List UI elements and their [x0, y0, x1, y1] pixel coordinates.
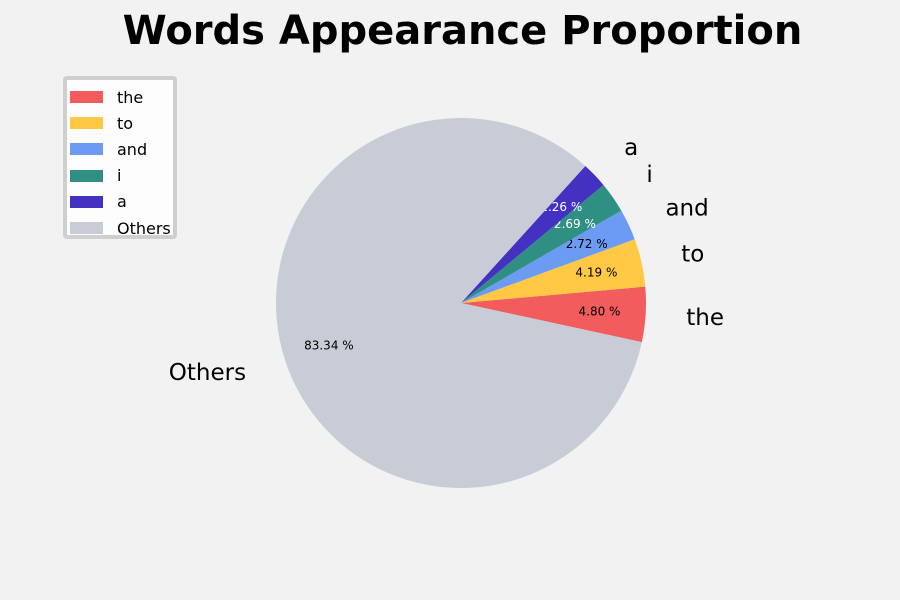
- pie-slice-a: [461, 166, 604, 303]
- category-label-a: a: [624, 135, 638, 161]
- legend-swatch-and: [70, 143, 103, 156]
- legend-item-the: the: [70, 84, 173, 110]
- pie-slice-and: [461, 210, 635, 303]
- legend-label-others: Others: [117, 218, 171, 238]
- chart-title: Words Appearance Proportion: [122, 8, 803, 54]
- pie-slice-to: [461, 239, 646, 303]
- pie-slice-others: [276, 118, 642, 489]
- legend: the to and i a Others: [63, 76, 177, 239]
- legend-item-to: to: [70, 110, 173, 136]
- legend-label-and: and: [117, 139, 148, 159]
- legend-label-to: to: [117, 113, 134, 133]
- legend-item-a: a: [70, 189, 173, 215]
- category-label-i: i: [646, 162, 652, 188]
- legend-item-others: Others: [70, 215, 173, 241]
- percent-label-the: 4.80 %: [579, 305, 621, 319]
- pie-slice-i: [461, 184, 622, 303]
- legend-swatch-others: [70, 222, 103, 235]
- legend-swatch-i: [70, 169, 103, 182]
- category-label-others: Others: [169, 360, 246, 386]
- category-label-to: to: [681, 242, 704, 268]
- pie-slice-the: [461, 286, 646, 343]
- legend-label-i: i: [117, 166, 122, 186]
- percent-label-others: 83.34 %: [304, 338, 354, 352]
- legend-swatch-to: [70, 117, 103, 130]
- percent-label-i: 2.69 %: [554, 217, 596, 231]
- category-label-the: the: [686, 305, 724, 331]
- percent-label-to: 4.19 %: [575, 266, 617, 280]
- legend-swatch-the: [70, 91, 103, 104]
- category-label-and: and: [665, 195, 708, 221]
- legend-item-i: i: [70, 163, 173, 189]
- percent-label-and: 2.72 %: [566, 237, 608, 251]
- legend-label-the: the: [117, 87, 144, 107]
- legend-item-and: and: [70, 136, 173, 162]
- legend-label-a: a: [117, 192, 127, 212]
- legend-swatch-a: [70, 195, 103, 208]
